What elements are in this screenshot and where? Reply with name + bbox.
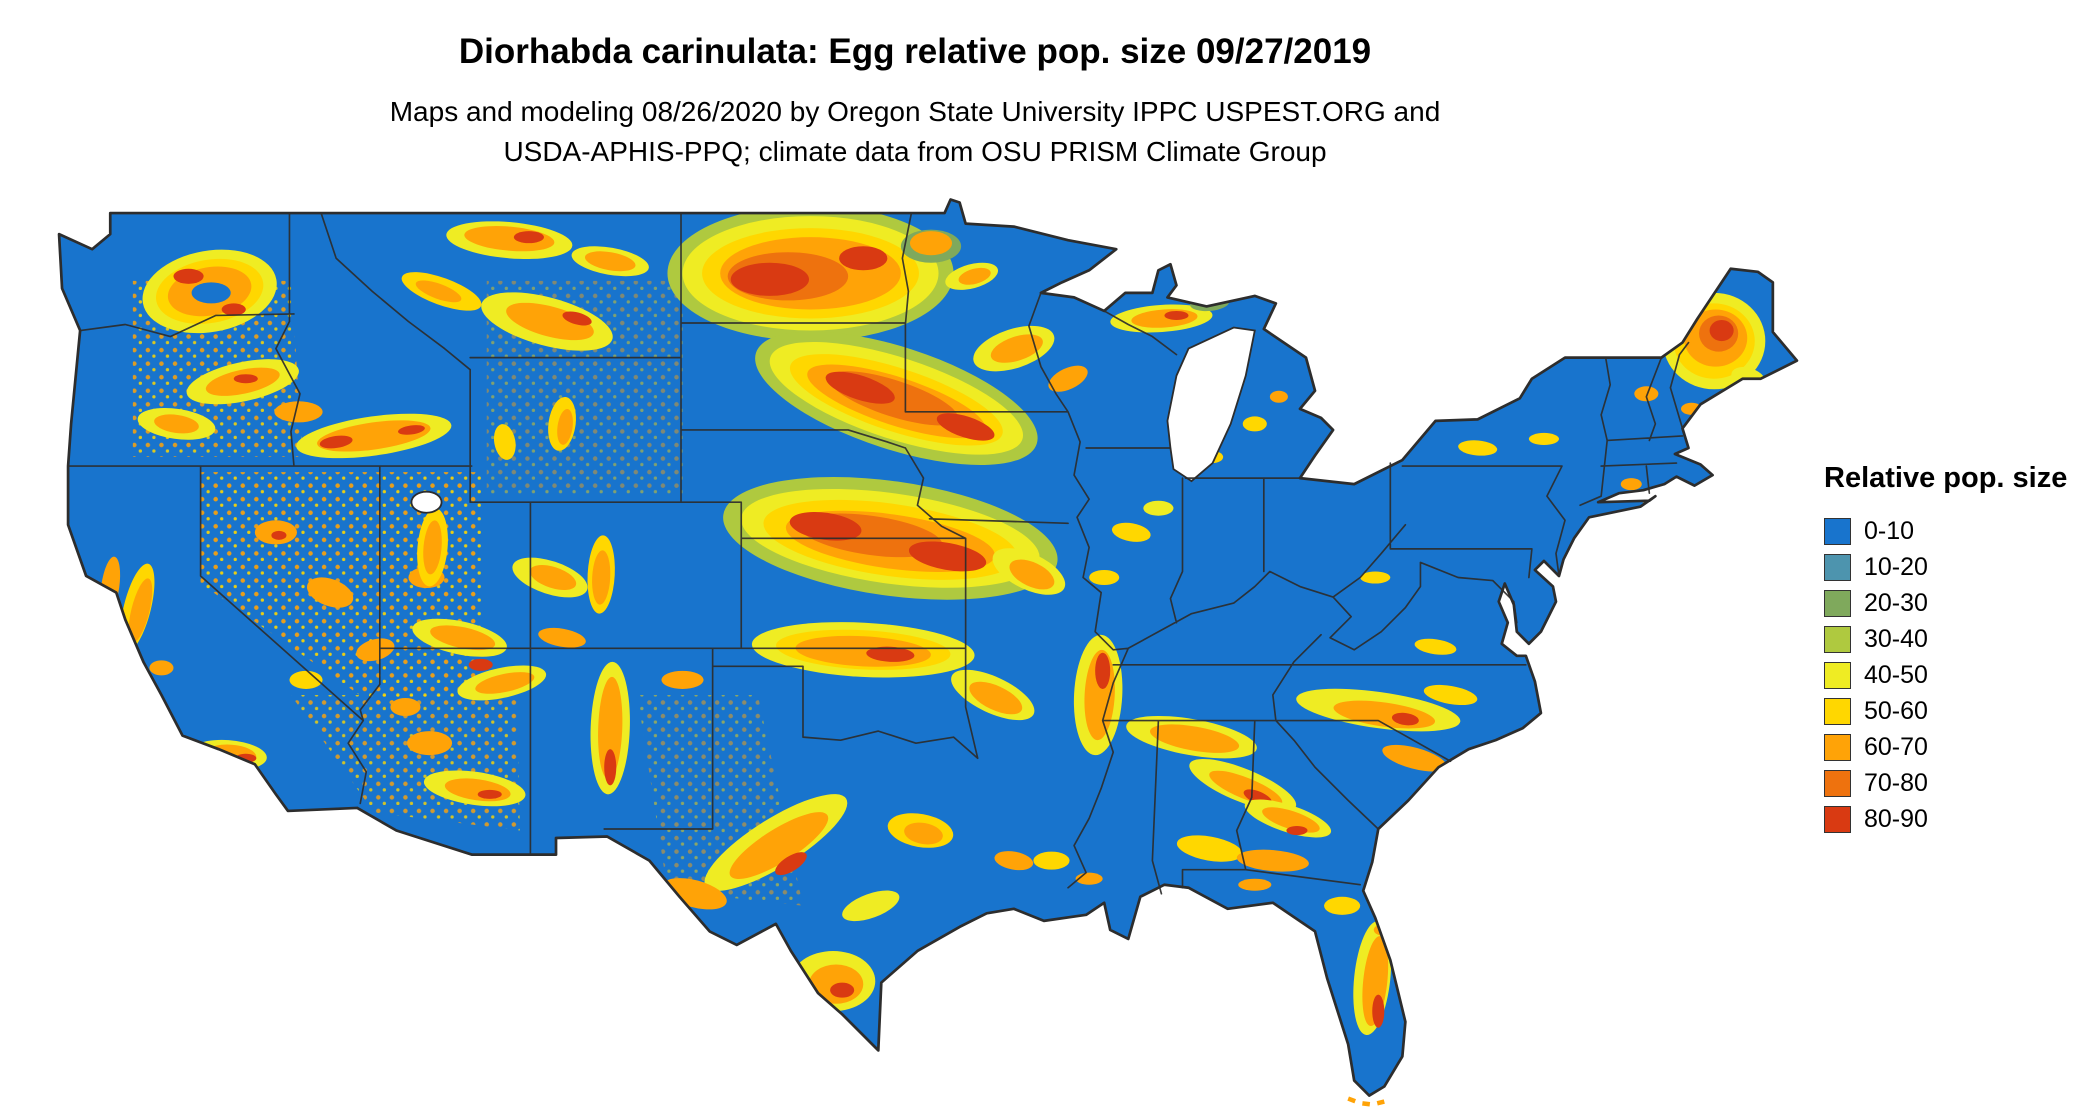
great-salt-lake (410, 490, 443, 514)
legend-item: 20-30 (1824, 585, 2067, 621)
legend-items: 0-10 10-20 20-30 30-40 40-50 50-60 60-70 (1824, 513, 2067, 837)
legend-swatch-70-80 (1824, 769, 1851, 797)
legend-label: 70-80 (1864, 768, 1928, 797)
us-map (57, 198, 1799, 1107)
subtitle-line-1: Maps and modeling 08/26/2020 by Oregon S… (389, 96, 1441, 127)
legend-label: 20-30 (1864, 588, 1928, 617)
legend-swatch-30-40 (1824, 625, 1851, 653)
legend-item: 80-90 (1824, 801, 2067, 837)
legend-label: 40-50 (1864, 660, 1928, 689)
legend-label: 30-40 (1864, 624, 1928, 653)
legend-swatch-10-20 (1824, 553, 1851, 581)
legend-item: 70-80 (1824, 765, 2067, 801)
legend-label: 80-90 (1864, 804, 1928, 833)
page-title: Diorhabda carinulata: Egg relative pop. … (458, 32, 1372, 71)
legend-item: 10-20 (1824, 549, 2067, 585)
map-region (50, 198, 1812, 1117)
legend-swatch-40-50 (1824, 661, 1851, 689)
legend-label: 60-70 (1864, 732, 1928, 761)
state-borders (67, 212, 1690, 895)
legend-title: Relative pop. size (1824, 462, 2068, 494)
legend-swatch-0-10 (1824, 517, 1851, 545)
lake-michigan (1166, 326, 1256, 483)
legend-label: 0-10 (1864, 516, 1915, 545)
legend-swatch-80-90 (1824, 805, 1851, 833)
legend-item: 0-10 (1824, 513, 2067, 549)
map-header: Diorhabda carinulata: Egg relative pop. … (70, 14, 1760, 172)
legend-item: 40-50 (1824, 657, 2067, 693)
legend-swatch-60-70 (1824, 733, 1851, 761)
subtitle-line-2: USDA-APHIS-PPQ; climate data from OSU PR… (503, 135, 1327, 167)
legend-swatch-20-30 (1824, 589, 1851, 617)
legend-swatch-50-60 (1824, 697, 1851, 725)
population-hotspots-layer (100, 205, 1767, 1036)
legend-label: 10-20 (1864, 552, 1928, 581)
legend-item: 60-70 (1824, 729, 2067, 765)
legend-item: 30-40 (1824, 621, 2067, 657)
florida-keys (1347, 1096, 1385, 1107)
legend-label: 50-60 (1864, 696, 1928, 725)
legend: Relative pop. size 0-10 10-20 20-30 30-4… (1824, 462, 2067, 837)
legend-item: 50-60 (1824, 693, 2067, 729)
